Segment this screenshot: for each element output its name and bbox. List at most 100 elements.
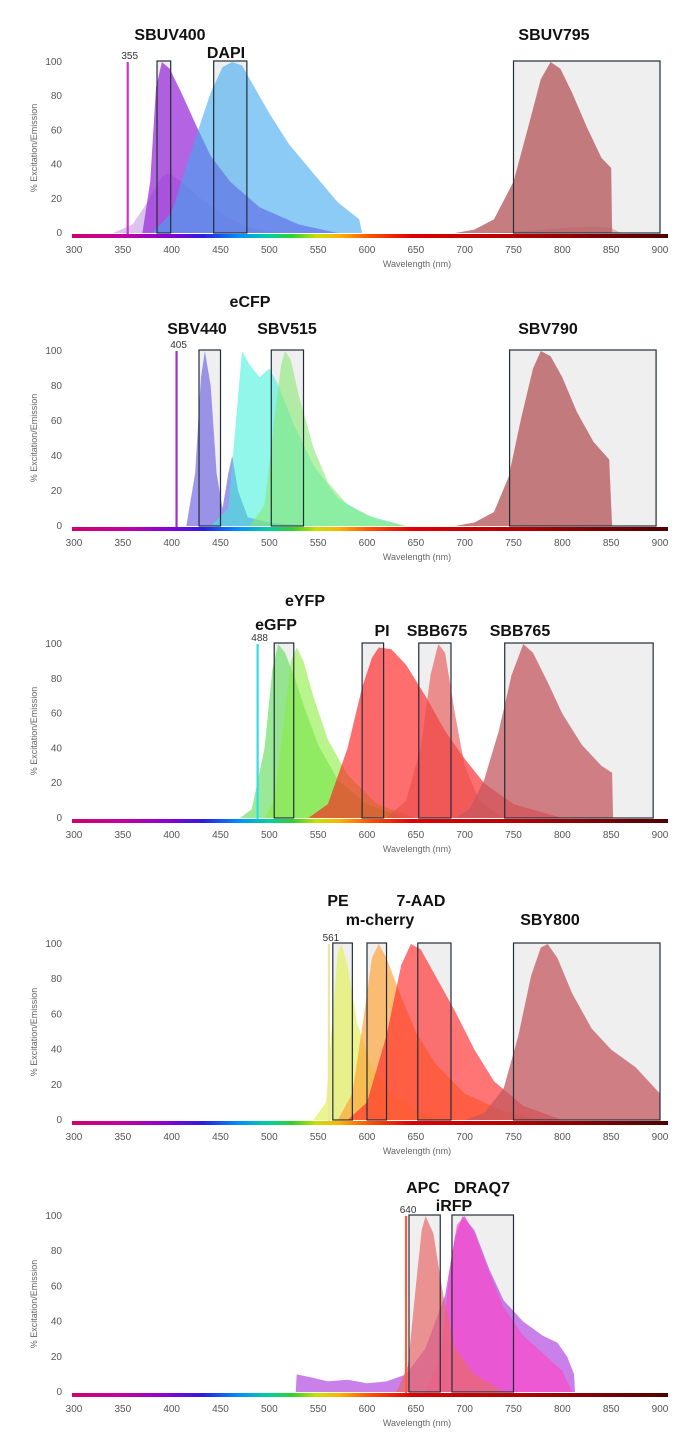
- x-tick-650: 650: [407, 1404, 424, 1415]
- dye-label-eyfp: eYFP: [285, 593, 325, 610]
- y-tick-60: 60: [51, 1281, 63, 1292]
- filter-box-apc: [408, 1214, 441, 1393]
- y-tick-40: 40: [51, 160, 63, 171]
- y-tick-0: 0: [56, 228, 62, 239]
- x-axis-label: Wavelength (nm): [383, 552, 451, 562]
- x-tick-550: 550: [310, 245, 327, 256]
- dye-label-sby800: SBY800: [520, 912, 580, 929]
- laser-label-640: 640: [400, 1205, 417, 1216]
- x-tick-300: 300: [66, 1132, 83, 1143]
- y-tick-80: 80: [51, 974, 63, 985]
- series-sbb765-emission: [454, 644, 614, 818]
- dye-label-apc: APC: [406, 1180, 440, 1197]
- x-tick-400: 400: [163, 245, 180, 256]
- x-tick-300: 300: [66, 830, 83, 841]
- y-tick-100: 100: [45, 639, 62, 650]
- x-axis-label: Wavelength (nm): [383, 1146, 451, 1156]
- x-tick-350: 350: [114, 538, 131, 549]
- y-tick-60: 60: [51, 1009, 63, 1020]
- filter-box-sbv790: [508, 349, 657, 527]
- laser-label-561: 561: [323, 933, 340, 944]
- x-tick-400: 400: [163, 830, 180, 841]
- y-tick-80: 80: [51, 674, 63, 685]
- dye-label-mcherry: m-cherry: [346, 912, 415, 929]
- filter-box-pe: [332, 942, 353, 1121]
- plot-area: 405 0 20 40 60 80 100 300 350 400 450 500 550 600 650 7…: [29, 340, 669, 562]
- series-7-aad-emission: [347, 944, 563, 1120]
- x-tick-700: 700: [456, 538, 473, 549]
- x-axis-label: Wavelength (nm): [383, 259, 451, 269]
- filter-box-7-aad: [417, 942, 452, 1121]
- x-tick-750: 750: [505, 1132, 522, 1143]
- y-tick-20: 20: [51, 778, 63, 789]
- series-eyfp-emission: [264, 647, 416, 818]
- dye-label-sbb675: SBB675: [407, 623, 468, 640]
- filter-box-m-cherry: [366, 942, 388, 1121]
- x-tick-750: 750: [505, 245, 522, 256]
- x-tick-900: 900: [652, 538, 669, 549]
- series-sbv440-emission: [186, 351, 309, 526]
- filter-box-irfp: [451, 1214, 515, 1393]
- series-ecfp-emission: [210, 351, 407, 526]
- filter-box-sbv440: [198, 349, 222, 527]
- x-tick-400: 400: [163, 1404, 180, 1415]
- filter-box-sbuv795: [512, 60, 661, 234]
- x-tick-450: 450: [212, 830, 229, 841]
- series-dapi-emission: [152, 62, 363, 233]
- x-tick-600: 600: [359, 245, 376, 256]
- filter-box-sbuv400: [156, 60, 172, 234]
- y-tick-100: 100: [45, 1211, 62, 1222]
- laser-label-405: 405: [170, 340, 187, 351]
- series-irfp-emission: [425, 1216, 573, 1392]
- x-tick-700: 700: [456, 1132, 473, 1143]
- filter-box-sbb675: [418, 642, 452, 819]
- x-tick-900: 900: [652, 1132, 669, 1143]
- y-tick-80: 80: [51, 1246, 63, 1257]
- x-tick-700: 700: [456, 1404, 473, 1415]
- plot-area: 561 0 20 40 60 80 100 300 350 400 450 500 550 600 650 7…: [29, 933, 669, 1156]
- dye-label-sbuv400: SBUV400: [134, 27, 205, 44]
- x-tick-800: 800: [554, 1132, 571, 1143]
- filter-box-sby800: [512, 942, 661, 1121]
- dye-label-sbuv795: SBUV795: [518, 27, 589, 44]
- dye-label-sbv790: SBV790: [518, 321, 578, 338]
- y-axis-label: % Excitation/Emission: [29, 687, 39, 776]
- y-tick-0: 0: [56, 813, 62, 824]
- y-tick-40: 40: [51, 743, 63, 754]
- x-tick-700: 700: [456, 830, 473, 841]
- y-tick-60: 60: [51, 709, 63, 720]
- x-tick-600: 600: [359, 538, 376, 549]
- wavelength-spectrum-bar: [72, 234, 668, 238]
- y-tick-100: 100: [45, 57, 62, 68]
- dye-label-dapi: DAPI: [207, 45, 245, 62]
- wavelength-spectrum-bar: [72, 819, 668, 823]
- dye-label-ecfp: eCFP: [230, 294, 271, 311]
- y-tick-100: 100: [45, 939, 62, 950]
- series-sbb675-emission: [386, 644, 504, 818]
- laser-label-488: 488: [251, 633, 268, 644]
- dye-label-egfp: eGFP: [255, 617, 297, 634]
- x-tick-650: 650: [407, 245, 424, 256]
- y-tick-0: 0: [56, 1115, 62, 1126]
- y-axis-label: % Excitation/Emission: [29, 394, 39, 483]
- y-tick-100: 100: [45, 346, 62, 357]
- wavelength-spectrum-bar: [72, 1393, 668, 1397]
- series-sbv790-emission: [454, 351, 613, 526]
- x-tick-850: 850: [603, 245, 620, 256]
- dye-label-sbb765: SBB765: [490, 623, 551, 640]
- x-tick-800: 800: [554, 830, 571, 841]
- x-tick-900: 900: [652, 245, 669, 256]
- x-tick-850: 850: [603, 1404, 620, 1415]
- uv-laser-panel: 355 0 20 40 60 80 100 300 350 400 450 500 550 600 650 7…: [29, 27, 669, 269]
- x-tick-750: 750: [505, 830, 522, 841]
- x-tick-550: 550: [310, 1404, 327, 1415]
- y-tick-0: 0: [56, 521, 62, 532]
- x-tick-650: 650: [407, 830, 424, 841]
- y-axis-label: % Excitation/Emission: [29, 988, 39, 1077]
- dye-label-draq7: DRAQ7: [454, 1180, 510, 1197]
- x-tick-350: 350: [114, 245, 131, 256]
- x-tick-850: 850: [603, 1132, 620, 1143]
- x-tick-550: 550: [310, 830, 327, 841]
- series-apc-emission: [396, 1216, 504, 1392]
- x-tick-450: 450: [212, 1404, 229, 1415]
